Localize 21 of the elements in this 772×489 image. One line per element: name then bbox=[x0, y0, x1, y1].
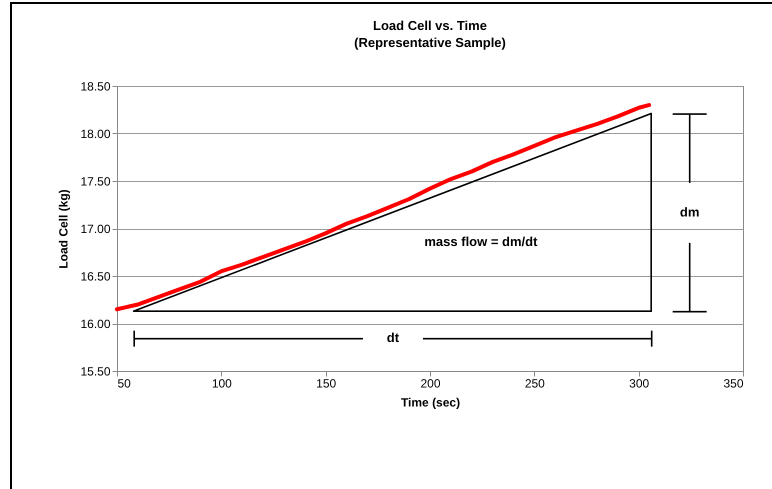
x-tick-label: 50 bbox=[118, 376, 132, 390]
y-tick-label: 18.50 bbox=[80, 80, 111, 94]
annotation: mass flow = dm/dt bbox=[424, 234, 538, 249]
x-tick-label: 250 bbox=[524, 376, 546, 390]
x-tick-label: 150 bbox=[316, 376, 336, 390]
chart-title: Load Cell vs. Time bbox=[373, 18, 487, 33]
y-tick-label: 15.50 bbox=[80, 364, 111, 378]
x-tick-label: 100 bbox=[212, 376, 232, 390]
chart-subtitle: (Representative Sample) bbox=[354, 35, 506, 50]
x-axis-title: Time (sec) bbox=[400, 396, 460, 410]
y-tick-label: 16.50 bbox=[80, 270, 111, 284]
y-tick-label: 18.00 bbox=[80, 127, 111, 141]
y-tick-label: 17.00 bbox=[80, 222, 111, 236]
x-tick-label: 350 bbox=[723, 376, 744, 390]
x-tick-label: 300 bbox=[629, 376, 650, 390]
y-tick-label: 17.50 bbox=[80, 174, 111, 188]
x-tick-label: 200 bbox=[420, 376, 441, 390]
annotation: dm bbox=[680, 204, 700, 220]
y-tick-label: 16.00 bbox=[80, 317, 111, 331]
annotation: dt bbox=[386, 330, 400, 346]
y-axis-title: Load Cell (kg) bbox=[56, 189, 70, 269]
